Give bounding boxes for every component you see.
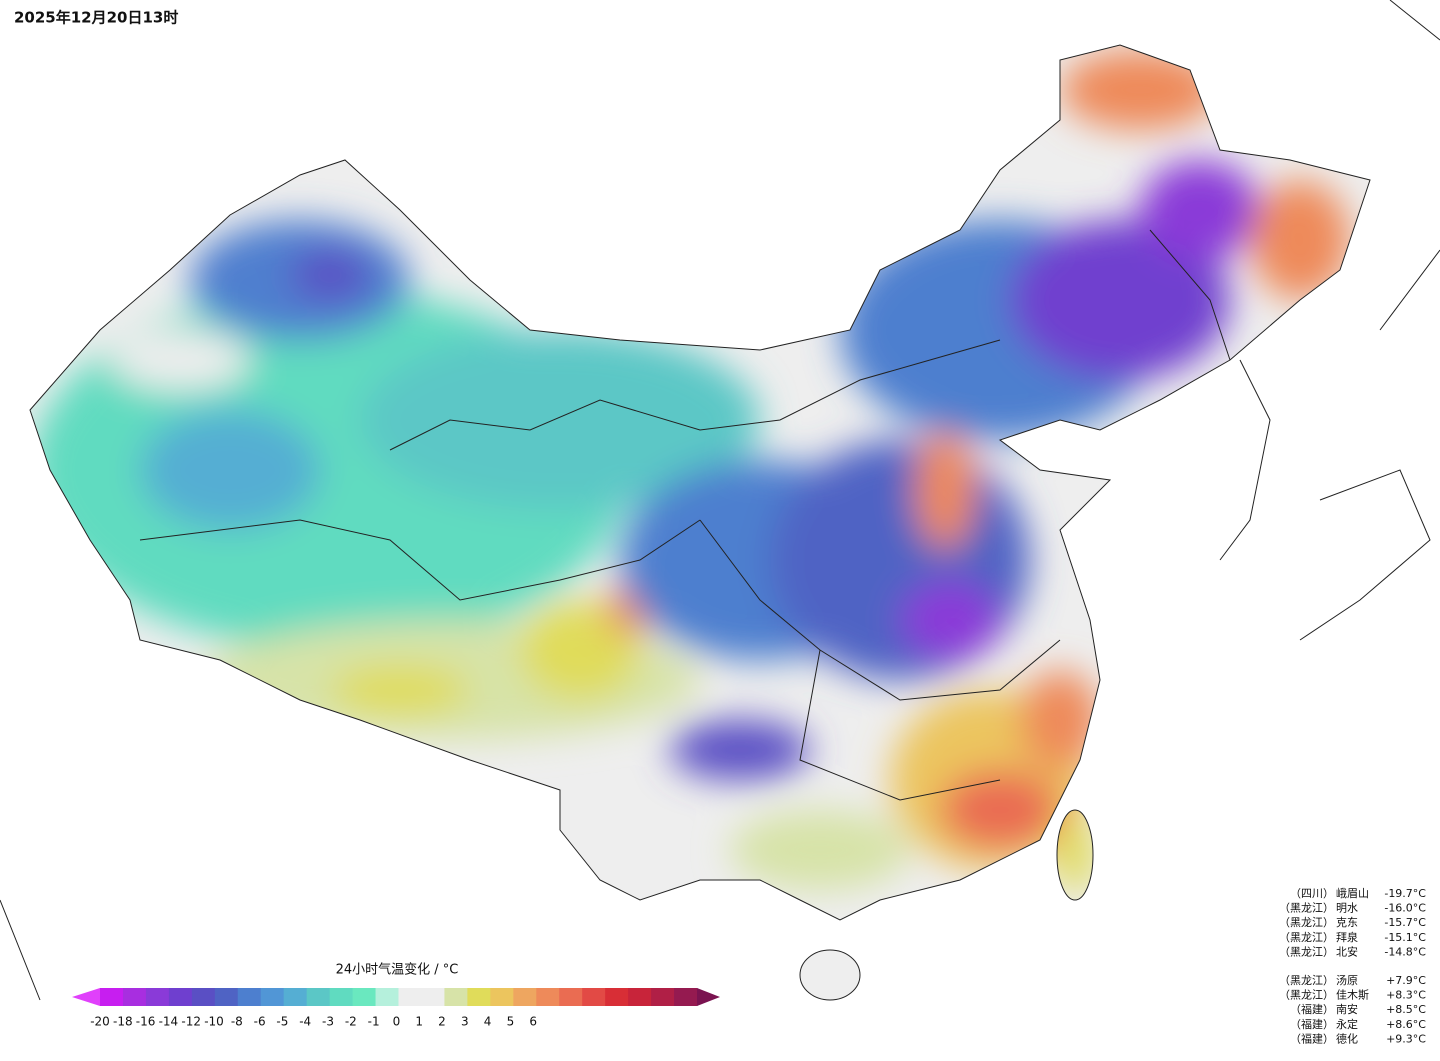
colorbar-tick-label: -5	[276, 1015, 288, 1029]
station-region: （黑龙江）	[1279, 916, 1334, 929]
station-name: 汤原	[1336, 973, 1358, 987]
station-name: 德化	[1336, 1031, 1358, 1045]
station-name: 明水	[1336, 902, 1358, 915]
station-region: （福建）	[1290, 1002, 1334, 1016]
colorbar-segment	[513, 988, 537, 1006]
station-name: 南安	[1336, 1002, 1358, 1016]
colorbar: -20 -18 -16 -14 -12 -10 -8 -6 -5 -4 -3 -2 -1 0 1 2 3 4 5 6	[72, 988, 720, 1029]
colorbar-tick-label: -2	[345, 1015, 357, 1029]
colorbar-tick-label: -12	[181, 1015, 201, 1029]
colorbar-segment	[329, 988, 354, 1006]
colorbar-tick-label: -16	[136, 1015, 156, 1029]
station-region: （黑龙江）	[1279, 931, 1334, 944]
colorbar-segment	[306, 988, 331, 1006]
colorbar-segment	[582, 988, 606, 1006]
colorbar-tick-label: -20	[90, 1015, 110, 1029]
station-value: +8.5°C	[1386, 1003, 1426, 1016]
colorbar-segment	[398, 988, 422, 1006]
colorbar-tick-label: 5	[507, 1015, 515, 1029]
colorbar-end	[72, 988, 100, 1006]
station-region: （黑龙江）	[1279, 945, 1334, 958]
colorbar-segment	[352, 988, 377, 1006]
station-name: 拜泉	[1336, 930, 1358, 944]
colorbar-end	[697, 988, 720, 1006]
colorbar-segment	[122, 988, 147, 1006]
station-name: 永定	[1336, 1017, 1358, 1031]
station-value: +7.9°C	[1386, 974, 1426, 987]
colorbar-segment	[421, 988, 445, 1006]
colorbar-segment	[168, 988, 193, 1006]
colorbar-segment	[191, 988, 216, 1006]
station-name: 峨眉山	[1336, 887, 1369, 900]
colorbar-tick-label: 4	[484, 1015, 492, 1029]
colorbar-tick-label: -18	[113, 1015, 133, 1029]
colorbar-tick-label: -14	[159, 1015, 179, 1029]
map-title: 2025年12月20日13时	[14, 9, 178, 27]
station-name: 克东	[1336, 916, 1358, 929]
colorbar-tick-label: -3	[322, 1015, 334, 1029]
colorbar-tick-label: -6	[254, 1015, 266, 1029]
station-region: （黑龙江）	[1279, 974, 1334, 987]
station-region: （福建）	[1290, 1017, 1334, 1031]
station-region: （黑龙江）	[1279, 902, 1334, 915]
colorbar-segment	[444, 988, 468, 1006]
station-list: （四川） 峨眉山 -19.7°C（黑龙江） 明水 -16.0°C（黑龙江） 克东 -15.7…	[1279, 887, 1426, 1045]
station-value: -15.1°C	[1384, 931, 1426, 944]
colorbar-title: 24小时气温变化 / °C	[336, 962, 459, 978]
colorbar-tick-label: 6	[529, 1015, 537, 1029]
station-region: （黑龙江）	[1279, 989, 1334, 1002]
station-value: +9.3°C	[1386, 1032, 1426, 1045]
colorbar-segment	[536, 988, 560, 1006]
station-name: 北安	[1336, 944, 1358, 958]
colorbar-tick-label: -10	[204, 1015, 224, 1029]
colorbar-segment	[375, 988, 399, 1006]
colorbar-segment	[214, 988, 239, 1006]
colorbar-segment	[605, 988, 629, 1006]
colorbar-tick-label: 2	[438, 1015, 446, 1029]
colorbar-tick-label: -4	[299, 1015, 311, 1029]
colorbar-segment	[467, 988, 491, 1006]
colorbar-segment	[260, 988, 285, 1006]
colorbar-segment	[100, 988, 124, 1006]
station-value: -14.8°C	[1384, 945, 1426, 958]
colorbar-tick-label: 0	[393, 1015, 401, 1029]
station-region: （四川）	[1290, 887, 1334, 900]
colorbar-segment	[145, 988, 170, 1006]
station-value: +8.3°C	[1386, 989, 1426, 1002]
colorbar-segment	[559, 988, 583, 1006]
station-region: （福建）	[1290, 1031, 1334, 1045]
station-value: +8.6°C	[1386, 1018, 1426, 1031]
station-name: 佳木斯	[1336, 988, 1369, 1002]
colorbar-segment	[651, 988, 675, 1006]
colorbar-segment	[237, 988, 262, 1006]
colorbar-tick-label: -1	[368, 1015, 380, 1029]
colorbar-segment	[628, 988, 652, 1006]
colorbar-segment	[283, 988, 308, 1006]
station-value: -19.7°C	[1384, 887, 1426, 900]
colorbar-tick-label: 1	[415, 1015, 423, 1029]
colorbar-tick-label: -8	[231, 1015, 243, 1029]
colorbar-segment	[674, 988, 698, 1006]
colorbar-tick-label: 3	[461, 1015, 469, 1029]
colorbar-segment	[490, 988, 514, 1006]
station-value: -15.7°C	[1384, 916, 1426, 929]
station-value: -16.0°C	[1384, 902, 1426, 915]
boundaries	[0, 0, 1440, 1001]
